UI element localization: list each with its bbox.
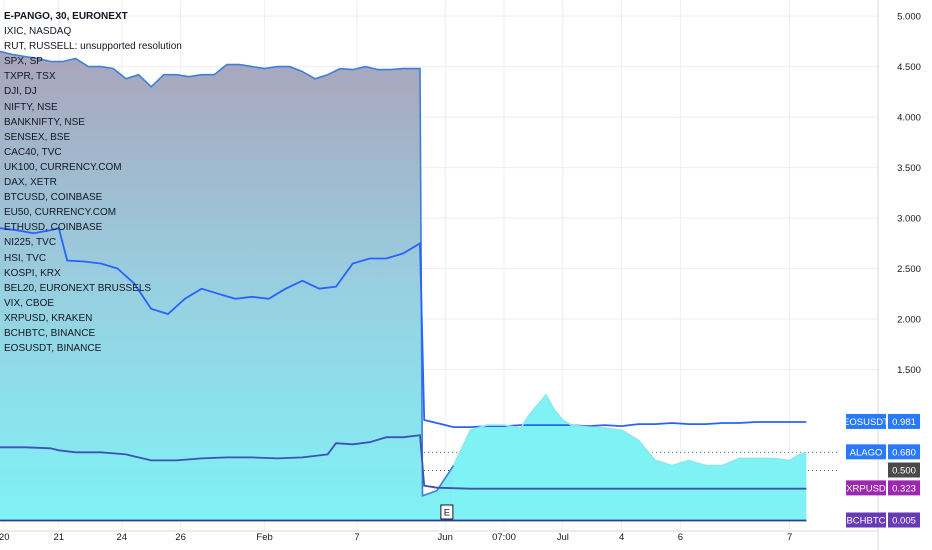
legend-item[interactable]: DAX, XETR bbox=[4, 177, 57, 189]
legend-item[interactable]: HSI, TVC bbox=[4, 252, 47, 264]
legend-item[interactable]: CAC40, TVC bbox=[4, 146, 62, 158]
price-tag-value-bg bbox=[888, 512, 920, 528]
legend-item[interactable]: EU50, CURRENCY.COM bbox=[4, 207, 117, 219]
series-line-e-pango bbox=[0, 50, 455, 497]
legend-item[interactable]: NIFTY, NSE bbox=[4, 101, 58, 113]
price-tag-value-bg bbox=[888, 462, 920, 478]
price-tag-value-bg bbox=[888, 480, 920, 496]
y-tick-label: 4.000 bbox=[897, 113, 921, 124]
y-tick-label: 2.000 bbox=[897, 315, 921, 326]
x-tick-label: 20 bbox=[0, 532, 9, 543]
legend-item[interactable]: BEL20, EURONEXT BRUSSELS bbox=[4, 282, 152, 294]
price-tag-value: 0.323 bbox=[892, 484, 916, 495]
price-tag-label-bg bbox=[846, 480, 886, 496]
legend-title[interactable]: E-PANGO, 30, EURONEXT bbox=[4, 11, 128, 22]
price-tag-value: 0.500 bbox=[892, 466, 916, 477]
legend-item[interactable]: EOSUSDT, BINANCE bbox=[4, 343, 102, 355]
x-tick-label: 7 bbox=[787, 532, 792, 543]
price-tag: EOSUSDT 0.981 bbox=[843, 413, 920, 429]
legend-items: IXIC, NASDAQ RUT, RUSSELL: unsupported re… bbox=[4, 24, 182, 356]
legend-item[interactable]: SPX, SP bbox=[4, 56, 43, 68]
legend-item[interactable]: NI225, TVC bbox=[4, 237, 57, 249]
y-tick-label: 2.500 bbox=[897, 264, 921, 275]
legend-item[interactable]: DJI, DJ bbox=[4, 86, 37, 98]
legend-item[interactable]: BCHBTC, BINANCE bbox=[4, 327, 96, 339]
event-marker-label: E bbox=[444, 508, 450, 519]
x-tick-label: Jul bbox=[557, 532, 569, 543]
legend-item[interactable]: SENSEX, BSE bbox=[4, 131, 71, 143]
price-tag: 0.500 bbox=[888, 462, 920, 478]
legend-item[interactable]: UK100, CURRENCY.COM bbox=[4, 161, 122, 173]
x-tick-label: Feb bbox=[256, 532, 272, 543]
legend-item[interactable]: ETHUSD, COINBASE bbox=[4, 222, 103, 234]
price-tag-value: 0.981 bbox=[892, 417, 916, 428]
y-axis[interactable]: 5.000 4.500 4.000 3.500 3.000 2.500 2.000 1.500 bbox=[897, 12, 921, 376]
y-tick-label: 1.500 bbox=[897, 365, 921, 376]
series-line-eosusdt bbox=[0, 227, 807, 428]
x-tick-label: 4 bbox=[619, 532, 624, 543]
x-tick-label: 21 bbox=[54, 532, 65, 543]
x-tick-label: Jun bbox=[438, 532, 453, 543]
legend-item[interactable]: BTCUSD, COINBASE bbox=[4, 192, 103, 204]
x-tick-label: 7 bbox=[354, 532, 359, 543]
price-tag-label: EOSUSDT bbox=[843, 417, 889, 428]
price-tag-value: 0.005 bbox=[892, 516, 916, 527]
y-tick-label: 3.000 bbox=[897, 214, 921, 225]
price-tag-label: XRPUSD bbox=[846, 484, 886, 495]
series-line-alago bbox=[452, 393, 807, 467]
event-marker-box bbox=[440, 504, 454, 520]
x-tick-label: 26 bbox=[175, 532, 186, 543]
x-tick-label: 6 bbox=[678, 532, 683, 543]
y-tick-label: 4.500 bbox=[897, 62, 921, 73]
price-tag: ALAGO 0.680 bbox=[846, 444, 920, 460]
series-line-xrpusd bbox=[0, 434, 807, 490]
price-tag: XRPUSD 0.323 bbox=[846, 480, 920, 496]
legend-item[interactable]: RUT, RUSSELL: unsupported resolution bbox=[4, 41, 182, 53]
price-tag-label-bg bbox=[846, 512, 886, 528]
price-tag-label: ALAGO bbox=[850, 448, 883, 459]
legend: E-PANGO, 30, EURONEXT IXIC, NASDAQ RUT, R… bbox=[4, 9, 182, 356]
legend-item[interactable]: XRPUSD, KRAKEN bbox=[4, 312, 93, 324]
line-series bbox=[0, 50, 807, 522]
legend-item[interactable]: BANKNIFTY, NSE bbox=[4, 116, 85, 128]
price-tag-value: 0.680 bbox=[892, 448, 916, 459]
price-tag-label-bg bbox=[846, 444, 886, 460]
event-marker[interactable]: E bbox=[440, 504, 454, 520]
x-tick-label: 07:00 bbox=[492, 532, 516, 543]
price-tag-label: BCHBTC bbox=[846, 516, 885, 527]
price-tag-value-bg bbox=[888, 444, 920, 460]
price-tag: BCHBTC 0.005 bbox=[846, 512, 920, 528]
legend-item[interactable]: IXIC, NASDAQ bbox=[4, 26, 72, 38]
y-tick-label: 3.500 bbox=[897, 163, 921, 174]
x-tick-label: 24 bbox=[117, 532, 128, 543]
price-tag-value-bg bbox=[888, 413, 920, 429]
y-tick-label: 5.000 bbox=[897, 12, 921, 23]
price-tag-label-bg bbox=[846, 413, 886, 429]
series-area-e-pango bbox=[0, 51, 454, 522]
legend-item[interactable]: KOSPI, KRX bbox=[4, 267, 61, 279]
legend-item[interactable]: VIX, CBOE bbox=[4, 297, 55, 309]
legend-item[interactable]: TXPR, TSX bbox=[4, 71, 56, 83]
price-tags: EOSUSDT 0.981 ALAGO 0.680 0.500 XRPUSD 0.323 BC… bbox=[843, 413, 920, 528]
x-axis[interactable]: 20 21 24 26 Feb 7 Jun 07:00 Jul 4 6 7 bbox=[0, 532, 792, 543]
